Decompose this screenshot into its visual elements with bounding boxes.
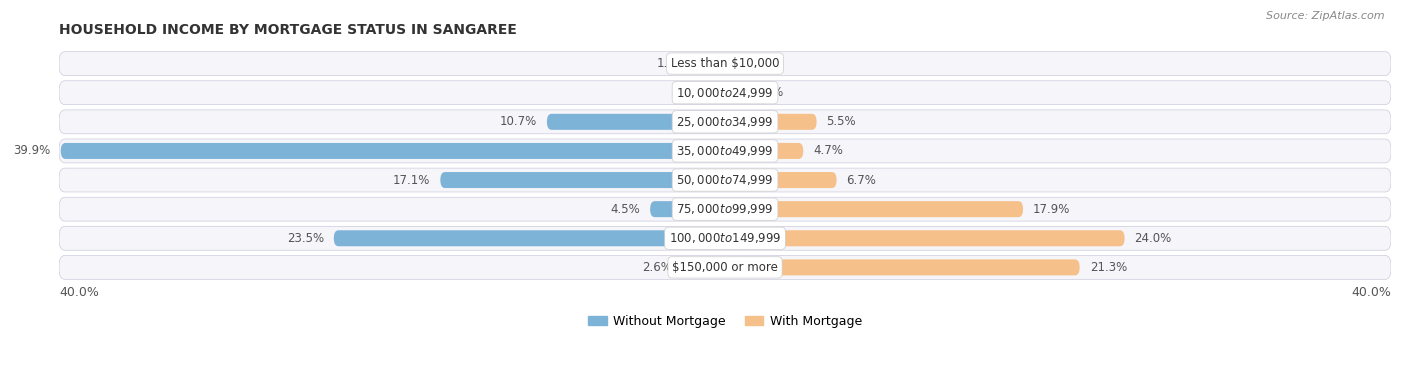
Text: $100,000 to $149,999: $100,000 to $149,999 [669, 231, 782, 245]
FancyBboxPatch shape [440, 172, 725, 188]
Legend: Without Mortgage, With Mortgage: Without Mortgage, With Mortgage [583, 310, 868, 333]
Text: 2.6%: 2.6% [643, 261, 672, 274]
Text: 0.69%: 0.69% [747, 86, 783, 99]
FancyBboxPatch shape [59, 256, 1391, 279]
FancyBboxPatch shape [650, 201, 725, 217]
FancyBboxPatch shape [725, 230, 1125, 246]
Text: $10,000 to $24,999: $10,000 to $24,999 [676, 86, 773, 100]
FancyBboxPatch shape [59, 197, 1391, 221]
FancyBboxPatch shape [60, 143, 725, 159]
FancyBboxPatch shape [725, 201, 1024, 217]
Text: 0.69%: 0.69% [747, 57, 783, 70]
FancyBboxPatch shape [59, 139, 1391, 163]
FancyBboxPatch shape [59, 168, 1391, 192]
Text: $150,000 or more: $150,000 or more [672, 261, 778, 274]
Text: 4.5%: 4.5% [610, 203, 640, 216]
Text: 5.5%: 5.5% [827, 115, 856, 128]
Text: $35,000 to $49,999: $35,000 to $49,999 [676, 144, 773, 158]
Text: 17.9%: 17.9% [1033, 203, 1070, 216]
FancyBboxPatch shape [59, 226, 1391, 250]
Text: $25,000 to $34,999: $25,000 to $34,999 [676, 115, 773, 129]
Text: $75,000 to $99,999: $75,000 to $99,999 [676, 202, 773, 216]
FancyBboxPatch shape [59, 81, 1391, 105]
FancyBboxPatch shape [333, 230, 725, 246]
Text: 10.7%: 10.7% [499, 115, 537, 128]
FancyBboxPatch shape [725, 172, 837, 188]
FancyBboxPatch shape [725, 56, 737, 71]
Text: HOUSEHOLD INCOME BY MORTGAGE STATUS IN SANGAREE: HOUSEHOLD INCOME BY MORTGAGE STATUS IN S… [59, 23, 517, 37]
Text: 23.5%: 23.5% [287, 232, 323, 245]
Text: 21.3%: 21.3% [1090, 261, 1126, 274]
Text: 17.1%: 17.1% [392, 174, 430, 187]
Text: 1.7%: 1.7% [657, 57, 686, 70]
Text: Less than $10,000: Less than $10,000 [671, 57, 779, 70]
Text: 24.0%: 24.0% [1135, 232, 1171, 245]
FancyBboxPatch shape [725, 114, 817, 130]
FancyBboxPatch shape [682, 259, 725, 276]
FancyBboxPatch shape [697, 56, 725, 71]
FancyBboxPatch shape [547, 114, 725, 130]
Text: 6.7%: 6.7% [846, 174, 876, 187]
Text: 40.0%: 40.0% [59, 286, 98, 299]
Text: 40.0%: 40.0% [1351, 286, 1391, 299]
Text: 4.7%: 4.7% [813, 144, 844, 157]
Text: 0.0%: 0.0% [685, 86, 716, 99]
Text: Source: ZipAtlas.com: Source: ZipAtlas.com [1267, 11, 1385, 21]
FancyBboxPatch shape [725, 143, 803, 159]
FancyBboxPatch shape [59, 110, 1391, 134]
Text: $50,000 to $74,999: $50,000 to $74,999 [676, 173, 773, 187]
FancyBboxPatch shape [725, 85, 737, 101]
FancyBboxPatch shape [59, 52, 1391, 76]
FancyBboxPatch shape [725, 259, 1080, 276]
Text: 39.9%: 39.9% [14, 144, 51, 157]
